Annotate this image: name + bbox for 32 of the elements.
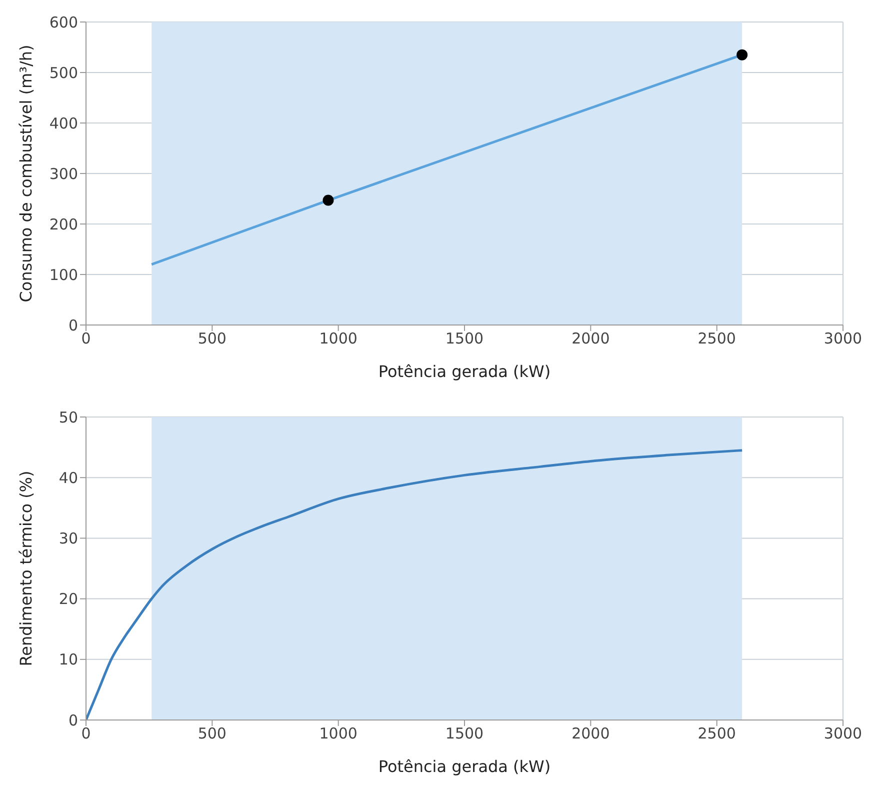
y-tick-label: 50	[58, 408, 78, 426]
y-tick-label: 600	[49, 13, 78, 32]
x-tick-label: 1500	[445, 330, 484, 348]
y-tick-label: 20	[58, 590, 78, 608]
x-tick-label: 500	[198, 724, 226, 743]
y-tick-label: 0	[68, 316, 78, 334]
y-tick-label: 40	[58, 468, 78, 487]
y-tick-label: 10	[58, 650, 78, 669]
y-axis-title: Consumo de combustível (m³/h)	[16, 44, 36, 302]
x-axis-title: Potência gerada (kW)	[378, 757, 551, 776]
y-tick-label: 500	[49, 64, 78, 82]
y-tick-label: 200	[49, 215, 78, 234]
x-tick-label: 2000	[572, 330, 610, 348]
x-tick-label: 2000	[572, 724, 610, 743]
x-tick-label: 1000	[319, 330, 358, 348]
x-tick-label: 0	[81, 330, 91, 348]
y-tick-label: 30	[58, 530, 78, 548]
y-axis-title: Rendimento térmico (%)	[16, 470, 36, 666]
x-tick-label: 3000	[824, 724, 862, 743]
x-tick-label: 1000	[319, 724, 358, 743]
y-tick-label: 400	[49, 114, 78, 132]
x-tick-label: 0	[81, 724, 91, 743]
x-tick-label: 1500	[445, 724, 484, 743]
x-tick-label: 500	[198, 330, 226, 348]
x-tick-label: 2500	[698, 330, 736, 348]
y-tick-label: 0	[68, 711, 78, 730]
y-tick-label: 100	[49, 266, 78, 284]
x-tick-label: 3000	[824, 330, 862, 348]
y-tick-label: 300	[49, 164, 78, 183]
line-series	[86, 449, 744, 720]
x-tick-label: 2500	[698, 724, 736, 743]
x-axis-title: Potência gerada (kW)	[378, 362, 551, 381]
